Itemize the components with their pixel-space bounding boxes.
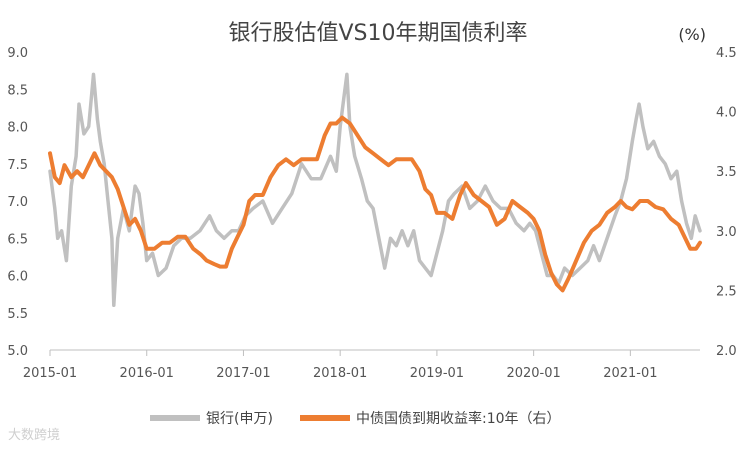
right-tick-label: 4.5 bbox=[716, 46, 737, 61]
left-tick-label: 7.0 bbox=[7, 195, 28, 210]
series-line-10y-bond-yield bbox=[48, 115, 702, 293]
watermark-text: 大数跨境 bbox=[8, 428, 61, 443]
left-tick-label: 7.5 bbox=[7, 158, 28, 173]
x-tick-label: 2020-01 bbox=[506, 366, 560, 381]
left-tick-label: 6.5 bbox=[7, 232, 28, 247]
x-tick-label: 2018-01 bbox=[313, 366, 367, 381]
x-tick-label: 2017-01 bbox=[216, 366, 270, 381]
right-tick-label: 3.0 bbox=[716, 225, 737, 240]
right-tick-label: 2.5 bbox=[716, 284, 737, 299]
legend-label-bank: 银行(申万) bbox=[206, 411, 273, 427]
left-tick-label: 9.0 bbox=[7, 46, 28, 61]
axes: 5.0 5.5 6.0 6.5 7.0 7.5 8.0 8.5 9.0 2.0 2.5 3.0 3.5 4… bbox=[7, 46, 736, 381]
left-tick-label: 5.5 bbox=[7, 307, 28, 322]
series-line-bank-pb bbox=[48, 72, 702, 308]
x-tick-label: 2015-01 bbox=[23, 366, 77, 381]
left-tick-label: 6.0 bbox=[7, 270, 28, 285]
left-tick-label: 8.0 bbox=[7, 121, 28, 136]
left-tick-label: 8.5 bbox=[7, 83, 28, 98]
x-tick-label: 2019-01 bbox=[410, 366, 464, 381]
chart-title: 银行股估值VS10年期国债利率 bbox=[228, 21, 527, 46]
right-axis-unit: (%) bbox=[678, 25, 706, 44]
left-tick-label: 5.0 bbox=[7, 344, 28, 359]
right-tick-label: 3.5 bbox=[716, 165, 737, 180]
legend-label-bond: 中债国债到期收益率:10年（右） bbox=[356, 410, 561, 427]
series-layer bbox=[48, 72, 702, 308]
x-tick-label: 2016-01 bbox=[120, 366, 174, 381]
x-tick-label: 2021-01 bbox=[603, 366, 657, 381]
legend: 银行(申万) 中债国债到期收益率:10年（右） bbox=[150, 410, 561, 427]
right-tick-label: 2.0 bbox=[716, 344, 737, 359]
right-tick-label: 4.0 bbox=[716, 106, 737, 121]
